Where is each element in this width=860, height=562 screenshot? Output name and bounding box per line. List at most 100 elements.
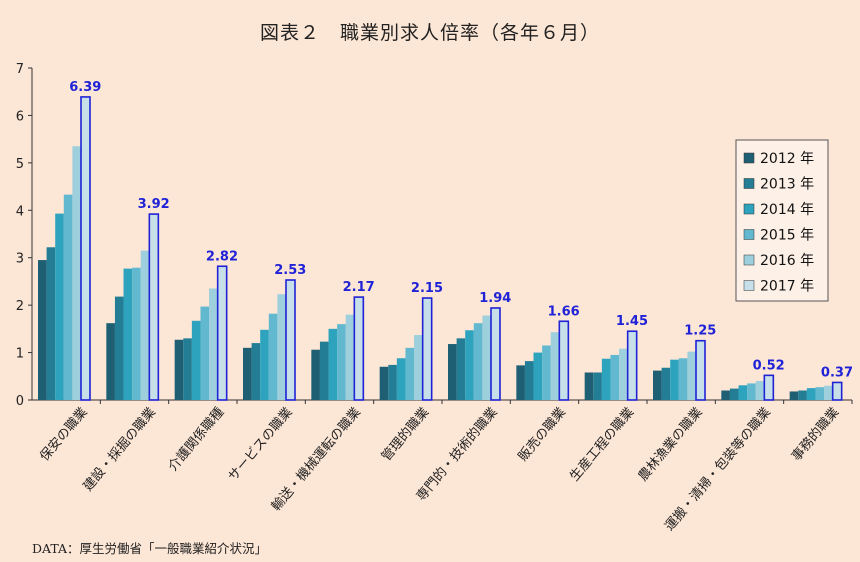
bar xyxy=(140,250,150,400)
y-tick-label: 7 xyxy=(16,62,24,77)
bar xyxy=(268,313,278,400)
legend-label: 2012 年 xyxy=(760,151,814,167)
bar xyxy=(729,388,739,400)
legend-swatch xyxy=(743,254,755,266)
y-tick-label: 1 xyxy=(16,347,24,362)
legend-swatch xyxy=(743,152,755,164)
bar xyxy=(482,315,491,400)
bar xyxy=(414,335,423,400)
legend-swatch xyxy=(743,178,755,189)
bar xyxy=(721,390,730,400)
data-label: 1.66 xyxy=(548,304,580,319)
data-label: 2.53 xyxy=(274,263,306,278)
bar xyxy=(251,343,261,400)
data-label: 0.52 xyxy=(753,358,785,373)
legend-label: 2015 年 xyxy=(760,228,814,244)
bar xyxy=(687,351,696,400)
bar xyxy=(114,296,124,400)
bar xyxy=(798,390,807,400)
bar xyxy=(353,296,365,401)
legend-swatch xyxy=(743,280,755,291)
bar xyxy=(473,323,483,400)
bar xyxy=(550,332,560,400)
y-tick-label: 3 xyxy=(16,252,24,267)
bar xyxy=(80,96,91,401)
bar xyxy=(319,341,329,400)
bar xyxy=(132,267,141,400)
bar xyxy=(738,385,748,400)
y-tick-label: 2 xyxy=(16,299,24,314)
bar xyxy=(448,344,457,400)
bar xyxy=(337,324,346,400)
bar xyxy=(747,383,756,400)
category-label: 農林漁業の職業 xyxy=(635,404,706,484)
bar xyxy=(191,320,201,400)
bar xyxy=(465,330,474,400)
category-label: 販売の職業 xyxy=(515,404,569,464)
y-tick-label: 0 xyxy=(16,394,24,409)
bar xyxy=(558,320,570,401)
bar xyxy=(183,338,192,400)
bar xyxy=(285,279,296,401)
bar xyxy=(584,372,594,400)
bar xyxy=(755,381,765,400)
data-label: 2.15 xyxy=(411,281,443,296)
legend-swatch xyxy=(743,203,755,215)
bar xyxy=(619,348,628,400)
bar xyxy=(533,352,543,400)
category-label: 生産工程の職業 xyxy=(567,404,638,484)
bar xyxy=(388,364,397,400)
bar xyxy=(72,146,81,400)
bar xyxy=(174,339,184,400)
chart-title: 図表２ 職業別求人倍率（各年６月） xyxy=(259,22,600,44)
bar xyxy=(55,213,64,400)
bar xyxy=(456,338,466,400)
bar xyxy=(148,213,160,401)
bar xyxy=(490,307,501,401)
bar xyxy=(601,358,611,400)
bar xyxy=(824,385,833,400)
legend-label: 2016 年 xyxy=(760,253,814,269)
y-tick-label: 4 xyxy=(16,204,24,219)
bar xyxy=(815,387,825,400)
category-label: 事務的職業 xyxy=(788,404,842,464)
data-label: 3.92 xyxy=(138,197,170,212)
bar xyxy=(277,294,286,400)
bar xyxy=(405,347,415,400)
bar xyxy=(670,359,679,400)
bar xyxy=(695,339,706,401)
category-label: 保安の職業 xyxy=(37,404,91,464)
legend-label: 2017 年 xyxy=(760,279,814,295)
bar xyxy=(626,330,638,401)
bar xyxy=(106,323,115,400)
bar xyxy=(653,370,662,400)
bar xyxy=(243,347,252,400)
bar xyxy=(200,306,210,400)
legend xyxy=(735,139,829,302)
source-note: DATA：厚生労働省「一般職業紹介状況」 xyxy=(32,541,268,556)
data-label: 1.45 xyxy=(616,314,648,329)
bar xyxy=(789,391,799,400)
bar xyxy=(123,268,133,400)
bar xyxy=(216,265,228,401)
bar xyxy=(260,329,269,400)
bar xyxy=(209,288,218,400)
bar xyxy=(516,365,525,400)
bar xyxy=(379,366,389,400)
data-label: 2.82 xyxy=(206,249,238,264)
bar xyxy=(63,194,73,400)
data-label: 6.39 xyxy=(69,80,101,95)
bar xyxy=(593,372,602,400)
data-label: 1.94 xyxy=(479,291,511,306)
bar xyxy=(806,388,816,400)
bar xyxy=(46,247,56,400)
category-label: サービスの職業 xyxy=(225,404,296,484)
bar xyxy=(661,367,671,400)
data-label: 2.17 xyxy=(343,280,375,295)
y-tick-label: 5 xyxy=(16,157,24,172)
y-tick-label: 6 xyxy=(16,109,24,124)
bar xyxy=(396,358,406,400)
bar xyxy=(421,297,433,401)
bar xyxy=(328,328,338,400)
